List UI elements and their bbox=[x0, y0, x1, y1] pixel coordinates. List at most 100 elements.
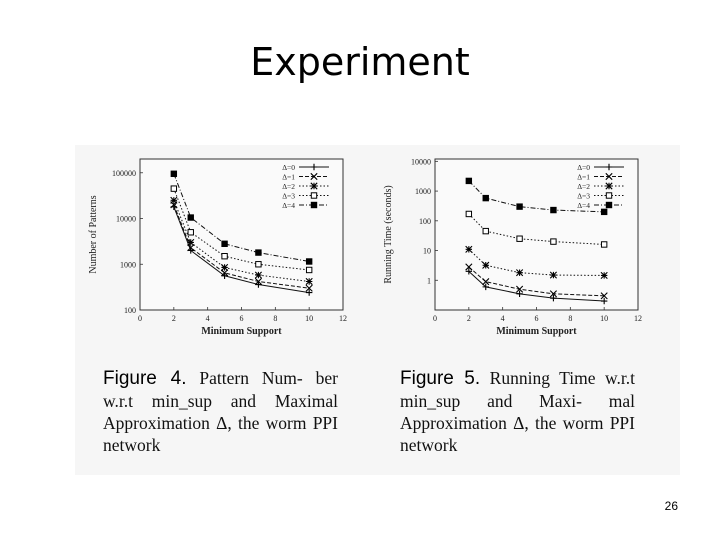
figure-5-caption-line-1: Running Time bbox=[489, 368, 596, 388]
data-point bbox=[187, 229, 194, 236]
series-3 bbox=[465, 210, 608, 248]
x-axis-label: Minimum Support bbox=[496, 326, 577, 337]
legend-label: Δ=3 bbox=[282, 192, 295, 201]
x-tick-label: 2 bbox=[172, 314, 176, 323]
series-3 bbox=[170, 185, 313, 274]
y-axis-label: Number of Patterns bbox=[88, 195, 99, 273]
x-tick-label: 4 bbox=[206, 314, 210, 323]
data-point bbox=[465, 268, 473, 275]
data-point bbox=[516, 235, 523, 242]
data-point bbox=[187, 244, 195, 252]
data-point bbox=[305, 258, 313, 265]
legend-marker bbox=[605, 163, 613, 171]
figure-4-caption-line-3: Maximal Approximation bbox=[103, 391, 339, 433]
series-1 bbox=[465, 263, 608, 300]
legend-marker bbox=[310, 192, 318, 199]
data-point bbox=[482, 261, 490, 269]
data-point bbox=[305, 266, 313, 274]
data-point bbox=[550, 206, 557, 214]
series-0 bbox=[465, 268, 608, 305]
plot-area bbox=[434, 158, 639, 311]
data-point bbox=[465, 245, 473, 253]
legend: Δ=0Δ=1Δ=2Δ=3Δ=4 bbox=[282, 163, 329, 210]
y-tick-label: 10000 bbox=[116, 215, 136, 224]
x-tick-label: 10 bbox=[305, 314, 313, 323]
legend: Δ=0Δ=1Δ=2Δ=3Δ=4 bbox=[577, 163, 624, 210]
x-tick-label: 6 bbox=[240, 314, 244, 323]
chart-running-time: 0 2 4 6 8 10 12 1 10 100 1000 10000 Minimum Support R… bbox=[383, 157, 642, 337]
figure-4-label: Figure 4. bbox=[103, 368, 187, 389]
data-point bbox=[220, 269, 229, 277]
series-line bbox=[468, 248, 605, 276]
figure-4-caption-line-2: ber w.r.t min_sup and bbox=[103, 368, 338, 411]
data-point bbox=[465, 263, 473, 271]
legend-label: Δ=4 bbox=[577, 201, 590, 210]
data-point bbox=[170, 170, 178, 177]
data-point bbox=[221, 253, 228, 260]
legend-label: Δ=1 bbox=[577, 173, 590, 182]
figure-5-caption-line-2: w.r.t min_sup and Maxi- bbox=[400, 368, 635, 411]
data-point bbox=[305, 284, 313, 292]
data-point bbox=[600, 271, 608, 280]
data-point bbox=[482, 227, 489, 235]
x-tick-label: 4 bbox=[501, 314, 505, 323]
legend-label: Δ=3 bbox=[577, 192, 590, 201]
data-point bbox=[516, 203, 523, 210]
data-point bbox=[254, 271, 263, 279]
series-line bbox=[468, 213, 605, 245]
y-tick-label: 100 bbox=[419, 217, 431, 226]
data-point bbox=[600, 208, 608, 216]
series-line bbox=[173, 204, 310, 289]
data-point bbox=[220, 263, 229, 272]
legend-marker bbox=[605, 201, 613, 209]
legend-label: Δ=2 bbox=[577, 182, 590, 191]
legend-label: Δ=1 bbox=[282, 173, 295, 182]
data-point bbox=[187, 214, 194, 221]
data-point bbox=[221, 272, 228, 279]
data-point bbox=[170, 196, 178, 204]
series-2 bbox=[465, 245, 608, 280]
series-2 bbox=[170, 196, 313, 286]
x-tick-label: 10 bbox=[600, 314, 608, 323]
data-point bbox=[549, 290, 558, 298]
legend-marker bbox=[605, 172, 613, 181]
data-point bbox=[255, 261, 262, 268]
figure-4-caption-line-4: Δ, the worm PPI network bbox=[103, 413, 338, 455]
legend-marker bbox=[605, 192, 613, 199]
series-4 bbox=[465, 177, 608, 216]
data-point bbox=[550, 294, 557, 302]
figure-5-label: Figure 5. bbox=[400, 368, 481, 389]
legend-marker bbox=[310, 172, 318, 181]
data-point bbox=[515, 285, 524, 293]
y-tick-label: 100000 bbox=[112, 169, 136, 178]
y-tick-label: 100 bbox=[124, 306, 136, 315]
data-point bbox=[600, 297, 608, 305]
legend-marker bbox=[605, 182, 613, 190]
y-tick-label: 1000 bbox=[415, 187, 431, 196]
figure-4-caption-line-1: Pattern Num- bbox=[199, 368, 303, 388]
figure-5-caption-line-4: worm PPI network bbox=[400, 413, 635, 455]
x-tick-label: 0 bbox=[433, 314, 437, 323]
data-point bbox=[305, 277, 313, 286]
figure-5-panel: 0 2 4 6 8 10 12 1 10 100 1000 10000 Minimum Support R… bbox=[370, 145, 680, 475]
data-point bbox=[465, 177, 473, 185]
series-line bbox=[173, 173, 310, 262]
page-number: 26 bbox=[664, 499, 678, 513]
y-tick-label: 1000 bbox=[120, 260, 136, 269]
data-point bbox=[221, 240, 228, 248]
data-point bbox=[187, 238, 195, 247]
slide-title: Experiment bbox=[250, 40, 470, 84]
legend-label: Δ=0 bbox=[577, 163, 590, 172]
data-point bbox=[255, 249, 262, 256]
figure-4-caption: Figure 4. Pattern Num- ber w.r.t min_sup… bbox=[103, 367, 338, 456]
data-point bbox=[550, 238, 557, 245]
data-point bbox=[600, 241, 608, 248]
y-tick-label: 10 bbox=[423, 247, 431, 256]
data-point bbox=[515, 269, 524, 277]
data-point bbox=[170, 185, 178, 192]
legend-label: Δ=0 bbox=[282, 163, 295, 172]
x-tick-label: 6 bbox=[535, 314, 539, 323]
x-tick-label: 12 bbox=[634, 314, 642, 323]
plot-area bbox=[139, 158, 344, 311]
legend-marker bbox=[310, 163, 318, 171]
